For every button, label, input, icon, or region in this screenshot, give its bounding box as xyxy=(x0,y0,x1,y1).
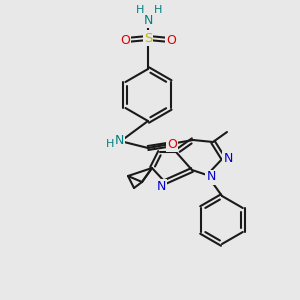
Text: H: H xyxy=(136,5,144,15)
Text: N: N xyxy=(223,152,233,164)
Text: O: O xyxy=(120,34,130,46)
Text: O: O xyxy=(167,137,177,151)
Text: N: N xyxy=(156,179,166,193)
Text: H: H xyxy=(154,5,162,15)
Text: N: N xyxy=(206,170,216,184)
Text: S: S xyxy=(144,32,152,44)
Text: H: H xyxy=(106,139,114,149)
Text: N: N xyxy=(114,134,124,148)
Text: N: N xyxy=(143,14,153,26)
Text: O: O xyxy=(166,34,176,46)
